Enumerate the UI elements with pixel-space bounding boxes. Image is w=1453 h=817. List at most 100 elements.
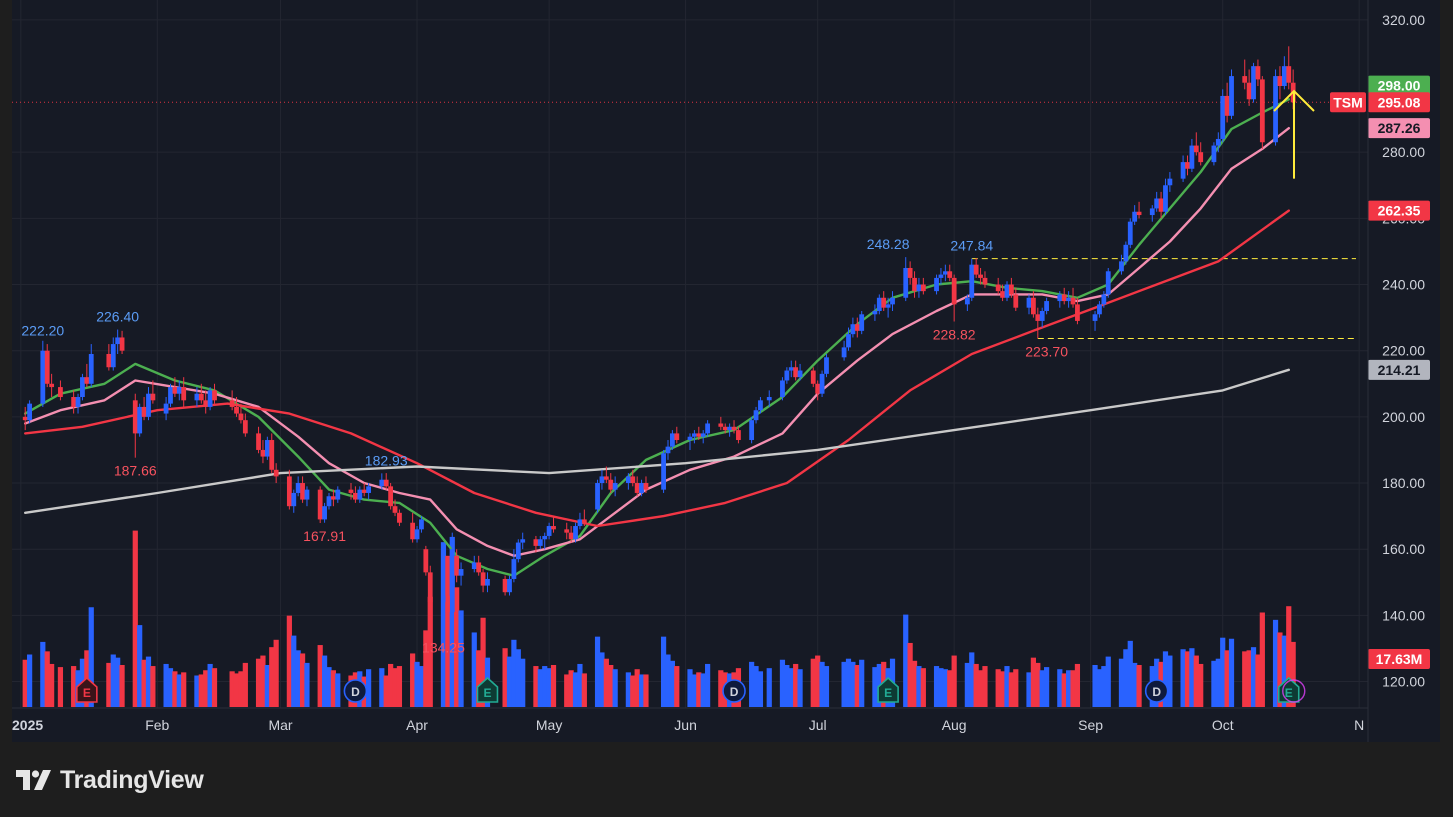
candle-body	[912, 277, 917, 292]
candle-body	[295, 483, 301, 493]
volume-bar	[854, 665, 860, 707]
candle-body	[471, 562, 477, 570]
volume-bar	[982, 666, 988, 707]
candle	[511, 549, 517, 583]
volume-bar	[1123, 649, 1129, 707]
price-axis[interactable]: 320.00280.00260.00240.00220.00200.00180.…	[1330, 12, 1430, 690]
volume-bar	[612, 669, 618, 707]
candle	[577, 512, 583, 530]
volume-bar	[1224, 650, 1230, 707]
volume-bar	[630, 675, 636, 707]
candle	[718, 416, 724, 431]
time-tick-label: Jul	[809, 717, 827, 733]
candle-body	[784, 370, 790, 381]
volume-bar	[1092, 665, 1098, 707]
candle-body	[269, 440, 275, 470]
candle-body	[335, 489, 341, 500]
candle-body	[1149, 208, 1155, 216]
volume-bar	[57, 667, 64, 707]
candle	[885, 297, 891, 318]
candle	[546, 522, 552, 540]
event-letter: E	[483, 686, 491, 700]
candle	[1004, 281, 1010, 302]
candle-body	[982, 277, 988, 285]
candle	[661, 449, 666, 493]
candle	[736, 426, 741, 444]
candle-body	[1044, 301, 1050, 311]
tradingview-brand[interactable]: TradingView	[16, 764, 204, 796]
candle	[1070, 287, 1076, 308]
candle-body	[1013, 294, 1019, 308]
candle-body	[876, 297, 882, 311]
candle-body	[317, 489, 323, 520]
candle	[1154, 191, 1160, 212]
price-chart[interactable]: 222.20 226.40 187.66 167.91 182.93 134.25 248.…	[12, 0, 1440, 742]
candle-body	[727, 426, 733, 431]
volume-bar	[445, 555, 451, 707]
earnings-event-icon: E	[476, 676, 499, 703]
volume-bar	[1215, 658, 1221, 707]
volume-bar	[1259, 612, 1265, 707]
candle-body	[449, 549, 455, 613]
volume-bar	[506, 656, 513, 707]
swing-label: 182.93	[365, 452, 408, 468]
candle	[969, 258, 975, 302]
candle-body	[291, 492, 297, 507]
volume-bar	[418, 666, 425, 707]
volume-bar	[1255, 654, 1261, 707]
candle-body	[357, 489, 363, 500]
price-tag-text: 17.63M	[1376, 651, 1423, 667]
candle	[1259, 76, 1265, 149]
candle	[383, 473, 389, 490]
chart-frame[interactable]: 222.20 226.40 187.66 167.91 182.93 134.25 248.…	[12, 0, 1440, 742]
candle	[357, 486, 363, 503]
candle	[859, 310, 865, 335]
volume-bar	[1198, 663, 1204, 707]
candle-body	[71, 397, 77, 407]
candle-body	[168, 387, 173, 404]
price-tag-background	[1368, 359, 1430, 380]
candle-body	[1215, 138, 1221, 146]
candle	[256, 426, 261, 454]
candle	[286, 469, 292, 510]
volume-bar	[1167, 655, 1173, 707]
candle	[973, 258, 979, 278]
candle	[27, 400, 33, 424]
swing-label: 248.28	[867, 236, 910, 252]
volume-bar	[859, 659, 865, 707]
candle-body	[502, 578, 508, 593]
candle	[476, 555, 482, 576]
volume-bar	[1004, 666, 1010, 707]
volume-bar	[414, 661, 420, 707]
price-tag-text: 287.26	[1378, 120, 1421, 136]
candle	[938, 267, 944, 285]
candle	[951, 274, 957, 322]
candle-body	[27, 403, 33, 421]
candle-body	[1154, 198, 1160, 209]
volume-bar	[1184, 651, 1191, 707]
earnings-event-icon: E	[877, 676, 899, 703]
candle-body	[80, 377, 85, 398]
volume-bar	[823, 666, 830, 707]
candle	[449, 532, 455, 616]
candle-body	[705, 423, 711, 434]
volume-bar	[515, 649, 521, 707]
time-axis[interactable]: 2025 Feb Mar Apr May Jun Jul Aug Sep Oct N	[12, 0, 1369, 742]
volume-bar	[27, 654, 33, 707]
candle	[639, 479, 644, 497]
volume-bar	[44, 651, 50, 707]
candle-body	[1031, 297, 1036, 315]
candle-body	[507, 578, 512, 593]
candle	[242, 413, 248, 437]
volume-bar	[1281, 635, 1287, 707]
price-tag-background	[1368, 92, 1430, 113]
volume-bar	[379, 668, 385, 707]
volume-bar	[999, 671, 1006, 707]
swing-label: 228.82	[933, 327, 976, 343]
annotation-arrow	[1273, 89, 1315, 179]
candle-body	[1189, 145, 1195, 169]
volume-bar	[255, 658, 262, 707]
candle-body	[22, 416, 28, 421]
volume-bar	[1277, 632, 1283, 707]
candle	[1211, 142, 1217, 166]
